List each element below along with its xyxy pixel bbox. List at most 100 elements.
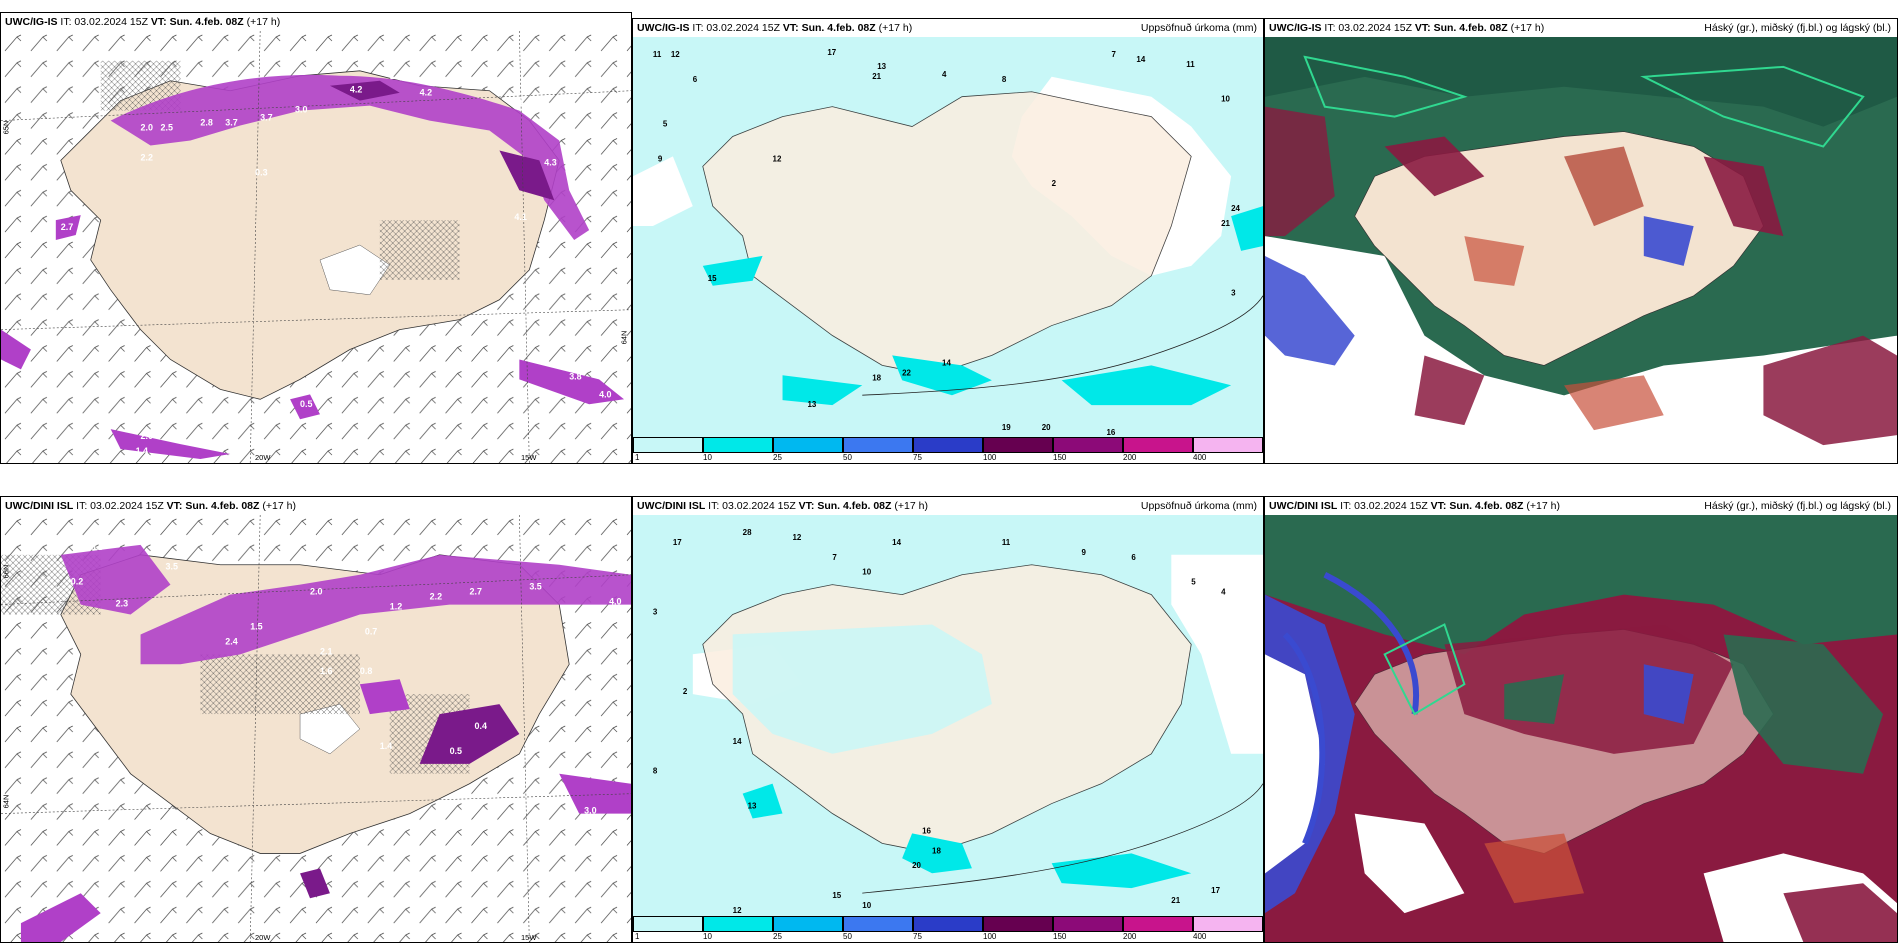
panel-header: UWC/DINI ISL IT: 03.02.2024 15Z VT: Sun.…: [633, 497, 1263, 515]
precip-map-canvas: 17 28 12 14 7 10 11 9 6 5 4 3 2 8 13 14 …: [633, 515, 1263, 916]
snow-label: 1.4: [380, 741, 392, 751]
colorbar-swatch: [913, 916, 983, 932]
snow-depth-labels: 0.6 0.2 2.3 3.5 1.5 2.4 2.0 1.6 2.1 1.2 …: [71, 542, 622, 816]
precip-label: 21: [1221, 219, 1230, 228]
snow-label: 1.6: [320, 666, 332, 676]
colorbar-tick: 1: [635, 932, 640, 941]
precip-label: 14: [942, 358, 951, 367]
colorbar-swatch: [633, 437, 703, 453]
panel-source: UWC/IG-IS: [5, 16, 58, 28]
precip-label: 12: [733, 906, 742, 915]
snow-label: 2.7: [470, 587, 482, 597]
precip-label: 8: [653, 767, 658, 776]
snow-label: 3.5: [529, 582, 541, 592]
snow-label: 1.5: [250, 621, 262, 631]
snow-band-north: [60, 544, 171, 615]
panel-header: UWC/IG-IS IT: 03.02.2024 15Z VT: Sun. 4.…: [1, 13, 631, 31]
panel-init-time: IT: 03.02.2024 15Z: [708, 500, 796, 512]
colorbar-tick: 10: [703, 932, 712, 941]
precip-label: 18: [872, 373, 881, 382]
colorbar-swatch: [633, 916, 703, 932]
snow-label: 3.0: [584, 806, 596, 816]
precip-label: 13: [877, 62, 886, 71]
snow-label: 0.3: [255, 167, 267, 177]
precip-label: 6: [693, 75, 698, 84]
snow-depth-labels: 0.2 2.0 1.2 2.5 3.7 4.2 3.0 4.3 3.3 2.8 …: [61, 53, 612, 456]
snow-label: 4.3: [544, 157, 556, 167]
precip-label: 2: [1052, 179, 1057, 188]
panel-lead: (+17 h): [878, 22, 913, 34]
panel-lead: (+17 h): [894, 500, 928, 512]
precip-label: 13: [807, 400, 816, 409]
precip-label: 20: [1042, 423, 1051, 432]
precip-label: 22: [902, 368, 911, 377]
panel-valid-time: VT: Sun. 4.feb. 08Z: [1414, 22, 1508, 34]
panel-init-time: IT: 03.02.2024 15Z: [76, 500, 164, 512]
precip-map: 11 12 17 13 21 4 8 7 14 11 10 6 5 9 24 2…: [633, 37, 1263, 437]
precip-label: 19: [1002, 423, 1011, 432]
precip-label: 12: [671, 50, 680, 59]
colorbar-swatch: [913, 437, 983, 453]
precip-label: 12: [773, 154, 782, 163]
map-panel-dini-snow: UWC/DINI ISL IT: 03.02.2024 15Z VT: Sun.…: [0, 496, 632, 943]
panel-source: UWC/DINI ISL: [1269, 500, 1338, 512]
lat-label: 64N: [1, 794, 11, 809]
snow-label: 0.2: [345, 53, 357, 63]
colorbar-tick: 100: [983, 453, 997, 462]
snow-label: 4.0: [599, 389, 611, 399]
panel-variable: Háský (gr.), miðský (fj.bl.) og lágský (…: [1704, 22, 1891, 34]
colorbar-swatch: [983, 437, 1053, 453]
lon-label: 15W: [521, 933, 537, 942]
snow-label: 0.6: [91, 542, 103, 552]
precip-labels: 11 12 17 13 21 4 8 7 14 11 10 6 5 9 24 2…: [653, 48, 1241, 437]
colorbar-tick: 150: [1053, 453, 1067, 462]
precip-label: 10: [1221, 95, 1230, 104]
panel-header: UWC/DINI ISL IT: 03.02.2024 15Z VT: Sun.…: [1, 497, 631, 515]
map-panel-igis-snow: UWC/IG-IS IT: 03.02.2024 15Z VT: Sun. 4.…: [0, 12, 632, 464]
precip-colorbar: 1 10 25 50 75 100 150 200 400: [633, 437, 1263, 463]
precip-label: 3: [653, 608, 658, 617]
colorbar-tick: 75: [913, 932, 922, 941]
precip-label: 6: [1131, 553, 1136, 562]
panel-source: UWC/DINI ISL: [637, 500, 706, 512]
panel-source: UWC/IG-IS: [637, 22, 690, 34]
snow-label: 1.2: [390, 71, 402, 81]
precip-label: 13: [748, 802, 757, 811]
iceland-land: [1354, 131, 1764, 366]
precip-label: 7: [1111, 50, 1116, 59]
colorbar-swatch: [983, 916, 1053, 932]
panel-header: UWC/IG-IS IT: 03.02.2024 15Z VT: Sun. 4.…: [633, 19, 1263, 37]
panel-lead: (+17 h): [262, 500, 296, 512]
lat-label: 65N: [1, 120, 11, 135]
precip-label: 15: [832, 891, 841, 900]
precip-label: 21: [872, 72, 881, 81]
colorbar-swatch: [1123, 437, 1193, 453]
snow-label: 1.2: [390, 602, 402, 612]
map-panel-dini-clouds: UWC/DINI ISL IT: 03.02.2024 15Z VT: Sun.…: [1264, 496, 1898, 943]
colorbar-swatch: [843, 916, 913, 932]
cloud-map-canvas: [1265, 37, 1897, 463]
precip-label: 2: [683, 687, 688, 696]
colorbar-swatch: [1123, 916, 1193, 932]
panel-init-time: IT: 03.02.2024 15Z: [60, 16, 148, 28]
precip-label: 17: [827, 48, 836, 57]
panel-init-time: IT: 03.02.2024 15Z: [692, 22, 780, 34]
panel-init-time: IT: 03.02.2024 15Z: [1340, 500, 1428, 512]
snow-label: 3.7: [225, 118, 237, 128]
precip-label: 17: [1211, 886, 1220, 895]
panel-source: UWC/DINI ISL: [5, 500, 74, 512]
lat-label: 64N: [619, 330, 629, 345]
snow-label: 2.8: [200, 118, 212, 128]
panel-header: UWC/IG-IS IT: 03.02.2024 15Z VT: Sun. 4.…: [1265, 19, 1897, 37]
snow-label: 0.5: [450, 746, 462, 756]
panel-lead: (+17 h): [1510, 22, 1545, 34]
map-panel-igis-clouds: UWC/IG-IS IT: 03.02.2024 15Z VT: Sun. 4.…: [1264, 18, 1898, 464]
snow-label: 3.5: [165, 562, 177, 572]
cloud-map: [1265, 37, 1897, 463]
panel-valid-time: VT: Sun. 4.feb. 08Z: [782, 22, 876, 34]
precip-label: 9: [658, 154, 663, 163]
snow-label: 3.8: [569, 371, 581, 381]
snow-label: 2.0: [141, 431, 153, 441]
snow-label: 2.7: [61, 222, 73, 232]
colorbar-swatch: [773, 916, 843, 932]
